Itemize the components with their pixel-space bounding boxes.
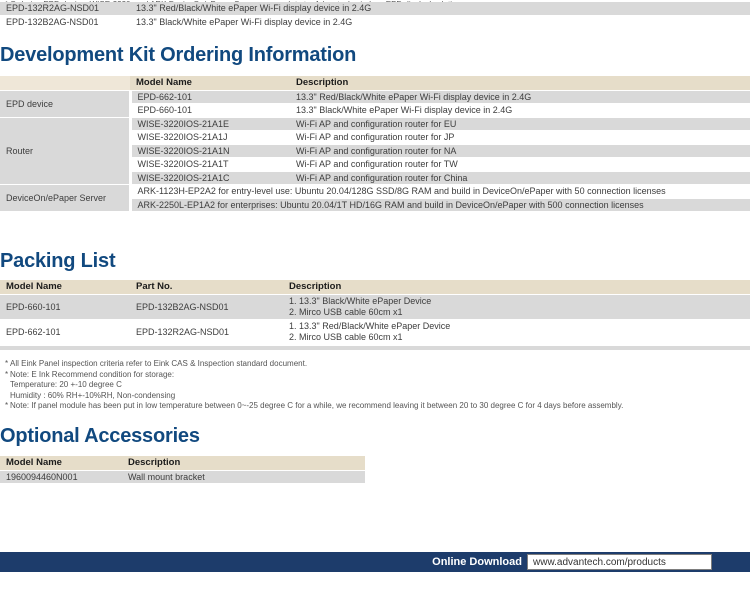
- footnote-text: All Eink Panel inspection criteria refer…: [10, 359, 308, 368]
- table-row: WISE-3220IOS-21A1C Wi-Fi AP and configur…: [0, 171, 750, 185]
- packing-list-table: Model Name Part No. Description EPD-660-…: [0, 280, 750, 345]
- table-row: WISE-3220IOS-21A1T Wi-Fi AP and configur…: [0, 157, 750, 172]
- server-option-cell: ARK-1123H-EP2A2 for entry-level use: Ubu…: [130, 184, 750, 199]
- description-header-cell: Description: [283, 280, 750, 295]
- packing-notes: * All Eink Panel inspection criteria ref…: [0, 359, 740, 412]
- table-row: DeviceOn/ePaper Server ARK-1123H-EP2A2 f…: [0, 184, 750, 212]
- description-cell: Wi-Fi AP and configuration router for NA: [290, 144, 750, 158]
- table-row: 1960094460N001 Wall mount bracket: [0, 470, 365, 484]
- part-cell: EPD-132B2AG-NSD01: [130, 294, 283, 320]
- note-line: Humidity : 60% RH+-10%RH, Non-condensing: [0, 391, 740, 402]
- description-line: 2. Mirco USB cable 60cm x1: [289, 306, 403, 317]
- description-cell: 1. 13.3" Black/White ePaper Device 2. Mi…: [283, 294, 750, 320]
- description-line: 1. 13.3" Red/Black/White ePaper Device: [289, 320, 451, 331]
- table-row: ARK-2250L-EP1A2 for enterprises: Ubuntu …: [0, 198, 750, 212]
- footnote-marker: *: [5, 359, 9, 368]
- note-line: * All Eink Panel inspection criteria ref…: [0, 359, 740, 370]
- download-url-box[interactable]: www.advantech.com/products: [527, 554, 712, 570]
- packing-list-section: Model Name Part No. Description EPD-660-…: [0, 280, 750, 350]
- footnote-text: Note: E Ink Recommend condition for stor…: [10, 369, 175, 379]
- table-row: EPD-662-101 EPD-132R2AG-NSD01 1. 13.3" R…: [0, 319, 750, 345]
- top-ordering-table: EPD-132R2AG-NSD01 13.3" Red/Black/White …: [0, 2, 750, 29]
- part-header-cell: Part No.: [130, 280, 283, 295]
- description-cell: 13.3" Black/White ePaper Wi-Fi display d…: [290, 103, 750, 118]
- server-option-cell: ARK-2250L-EP1A2 for enterprises: Ubuntu …: [130, 198, 750, 212]
- description-cell: Wi-Fi AP and configuration router for TW: [290, 157, 750, 172]
- model-cell: WISE-3220IOS-21A1N: [130, 144, 290, 158]
- footnote-marker: [0, 391, 10, 402]
- online-download-label: Online Download: [432, 556, 522, 568]
- model-cell: EPD-132B2AG-NSD01: [0, 15, 130, 29]
- description-cell: Wi-Fi AP and configuration router for EU: [290, 117, 750, 131]
- dev-kit-table: Model Name Description EPD device EPD-66…: [0, 76, 750, 212]
- optional-accessories-heading: Optional Accessories: [0, 425, 200, 447]
- group-header-cell: [0, 76, 130, 91]
- footnote-text: Note: If panel module has been put in lo…: [10, 401, 624, 410]
- download-url[interactable]: www.advantech.com/products: [533, 556, 666, 568]
- description-header-cell: Description: [290, 76, 750, 91]
- description-cell: 13.3" Red/Black/White ePaper Wi-Fi displ…: [130, 2, 750, 16]
- description-cell: 13.3" Red/Black/White ePaper Wi-Fi displ…: [290, 90, 750, 104]
- description-line: 2. Mirco USB cable 60cm x1: [289, 331, 403, 342]
- table-bottom-strip: [0, 345, 750, 350]
- table-row: EPD-660-101 EPD-132B2AG-NSD01 1. 13.3" B…: [0, 294, 750, 320]
- header-row: Model Name Part No. Description: [0, 280, 750, 295]
- description-cell: 1. 13.3" Red/Black/White ePaper Device 2…: [283, 319, 750, 345]
- part-cell: EPD-132R2AG-NSD01: [130, 319, 283, 345]
- packing-list-heading: Packing List: [0, 250, 116, 272]
- description-cell: Wi-Fi AP and configuration router for Ch…: [290, 171, 750, 185]
- note-line: * Note: E Ink Recommend condition for st…: [0, 370, 740, 381]
- optional-accessories-table: Model Name Description 1960094460N001 Wa…: [0, 456, 365, 484]
- model-cell: EPD-662-101: [0, 319, 130, 345]
- model-cell: WISE-3220IOS-21A1E: [130, 117, 290, 131]
- table-row: WISE-3220IOS-21A1J Wi-Fi AP and configur…: [0, 130, 750, 145]
- description-cell: 13.3" Black/White ePaper Wi-Fi display d…: [130, 15, 750, 29]
- table-row: EPD device EPD-662-101 13.3" Red/Black/W…: [0, 90, 750, 118]
- model-cell: WISE-3220IOS-21A1C: [130, 171, 290, 185]
- footnote-marker: *: [5, 369, 9, 379]
- model-header-cell: Model Name: [0, 280, 130, 295]
- footnote-marker: [0, 380, 10, 391]
- footnote-text: Temperature: 20 +-10 degree C: [10, 380, 122, 389]
- group-cell-epd-device: EPD device: [0, 90, 132, 118]
- model-cell: EPD-662-101: [130, 90, 290, 104]
- model-cell: WISE-3220IOS-21A1T: [130, 157, 290, 172]
- table-row: EPD-132B2AG-NSD01 13.3" Black/White ePap…: [0, 15, 750, 29]
- model-header-cell: Model Name: [0, 456, 122, 471]
- model-cell: 1960094460N001: [0, 470, 122, 484]
- model-header-cell: Model Name: [130, 76, 290, 91]
- model-cell: EPD-660-101: [130, 103, 290, 118]
- description-header-cell: Description: [122, 456, 365, 471]
- footer-bar: Online Download www.advantech.com/produc…: [0, 552, 750, 572]
- group-cell-router: Router: [0, 117, 132, 185]
- header-row: Model Name Description: [0, 76, 750, 91]
- dev-kit-heading: Development Kit Ordering Information: [0, 44, 357, 66]
- table-row: EPD-660-101 13.3" Black/White ePaper Wi-…: [0, 103, 750, 118]
- group-cell-deviceon-server: DeviceOn/ePaper Server: [0, 184, 132, 212]
- model-cell: WISE-3220IOS-21A1J: [130, 130, 290, 145]
- model-cell: EPD-132R2AG-NSD01: [0, 2, 130, 16]
- header-row: Model Name Description: [0, 456, 365, 471]
- table-row: WISE-3220IOS-21A1N Wi-Fi AP and configur…: [0, 144, 750, 158]
- description-cell: Wi-Fi AP and configuration router for JP: [290, 130, 750, 145]
- table-row: Router WISE-3220IOS-21A1E Wi-Fi AP and c…: [0, 117, 750, 185]
- model-cell: EPD-660-101: [0, 294, 130, 320]
- note-line: * Note: If panel module has been put in …: [0, 401, 740, 412]
- footnote-marker: *: [5, 401, 9, 410]
- note-line: Temperature: 20 +-10 degree C: [0, 380, 740, 391]
- footnote-text: Humidity : 60% RH+-10%RH, Non-condensing: [10, 390, 176, 400]
- description-line: 1. 13.3" Black/White ePaper Device: [289, 295, 432, 306]
- description-cell: Wall mount bracket: [122, 470, 365, 484]
- table-row: EPD-132R2AG-NSD01 13.3" Red/Black/White …: [0, 2, 750, 16]
